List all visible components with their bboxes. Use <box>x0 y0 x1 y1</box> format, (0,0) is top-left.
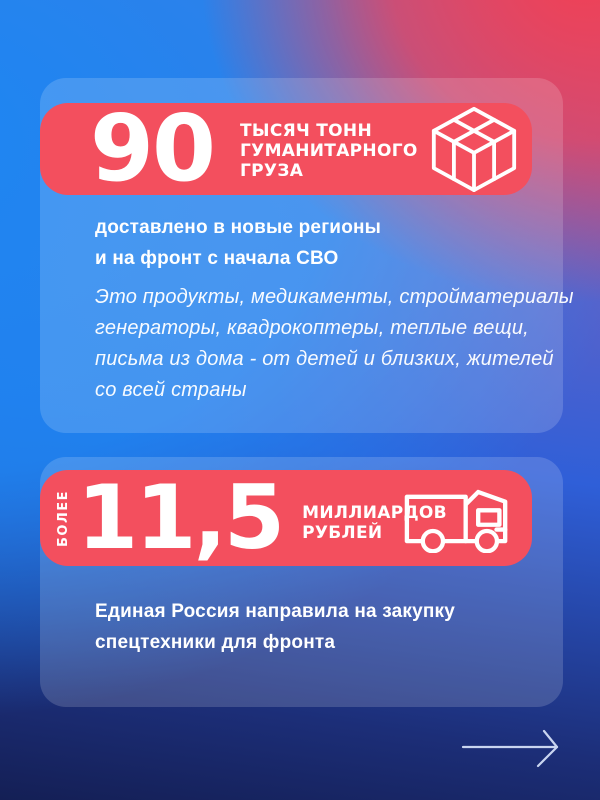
next-arrow-icon[interactable] <box>460 728 564 770</box>
stat-value-90: 90 <box>90 95 216 202</box>
stat-unit-line: ТЫСЯЧ ТОНН <box>240 121 372 141</box>
stat-unit-line: ГРУЗА <box>240 161 304 181</box>
stat-unit-rubles: МИЛЛИАРДОВ РУБЛЕЙ <box>302 503 447 543</box>
stat-banner-funding: БОЛЕЕ 11,5 МИЛЛИАРДОВ РУБЛЕЙ <box>40 470 532 566</box>
description-line: Это продукты, медикаменты, стройматериал… <box>95 286 574 308</box>
subtitle-line: доставлено в новые регионы <box>95 217 382 238</box>
stat-subtitle-humanitarian: доставлено в новые регионы и на фронт с … <box>95 212 381 274</box>
stat-unit-tons: ТЫСЯЧ ТОНН ГУМАНИТАРНОГО ГРУЗА <box>240 121 418 181</box>
subtitle-line: спецтехники для фронта <box>95 632 336 653</box>
package-box-icon <box>431 106 517 193</box>
stat-unit-line: ГУМАНИТАРНОГО <box>240 141 418 161</box>
description-line: письма из дома - от детей и близких, жит… <box>95 348 554 370</box>
stat-unit-line: МИЛЛИАРДОВ <box>302 503 447 523</box>
truck-icon <box>404 489 508 553</box>
stat-banner-humanitarian: 90 ТЫСЯЧ ТОНН ГУМАНИТАРНОГО ГРУЗА <box>40 103 532 195</box>
description-line: генераторы, квадрокоптеры, теплые вещи, <box>95 317 529 339</box>
stat-unit-line: РУБЛЕЙ <box>302 523 383 543</box>
subtitle-line: Единая Россия направила на закупку <box>95 601 456 622</box>
subtitle-line: и на фронт с начала СВО <box>95 248 339 269</box>
stat-prefix-more: БОЛЕЕ <box>56 489 71 547</box>
stat-value-11-5: 11,5 <box>77 466 285 569</box>
stat-description-humanitarian: Это продукты, медикаменты, стройматериал… <box>95 282 574 406</box>
stat-subtitle-funding: Единая Россия направила на закупку спецт… <box>95 596 455 658</box>
description-line: со всей страны <box>95 379 247 401</box>
